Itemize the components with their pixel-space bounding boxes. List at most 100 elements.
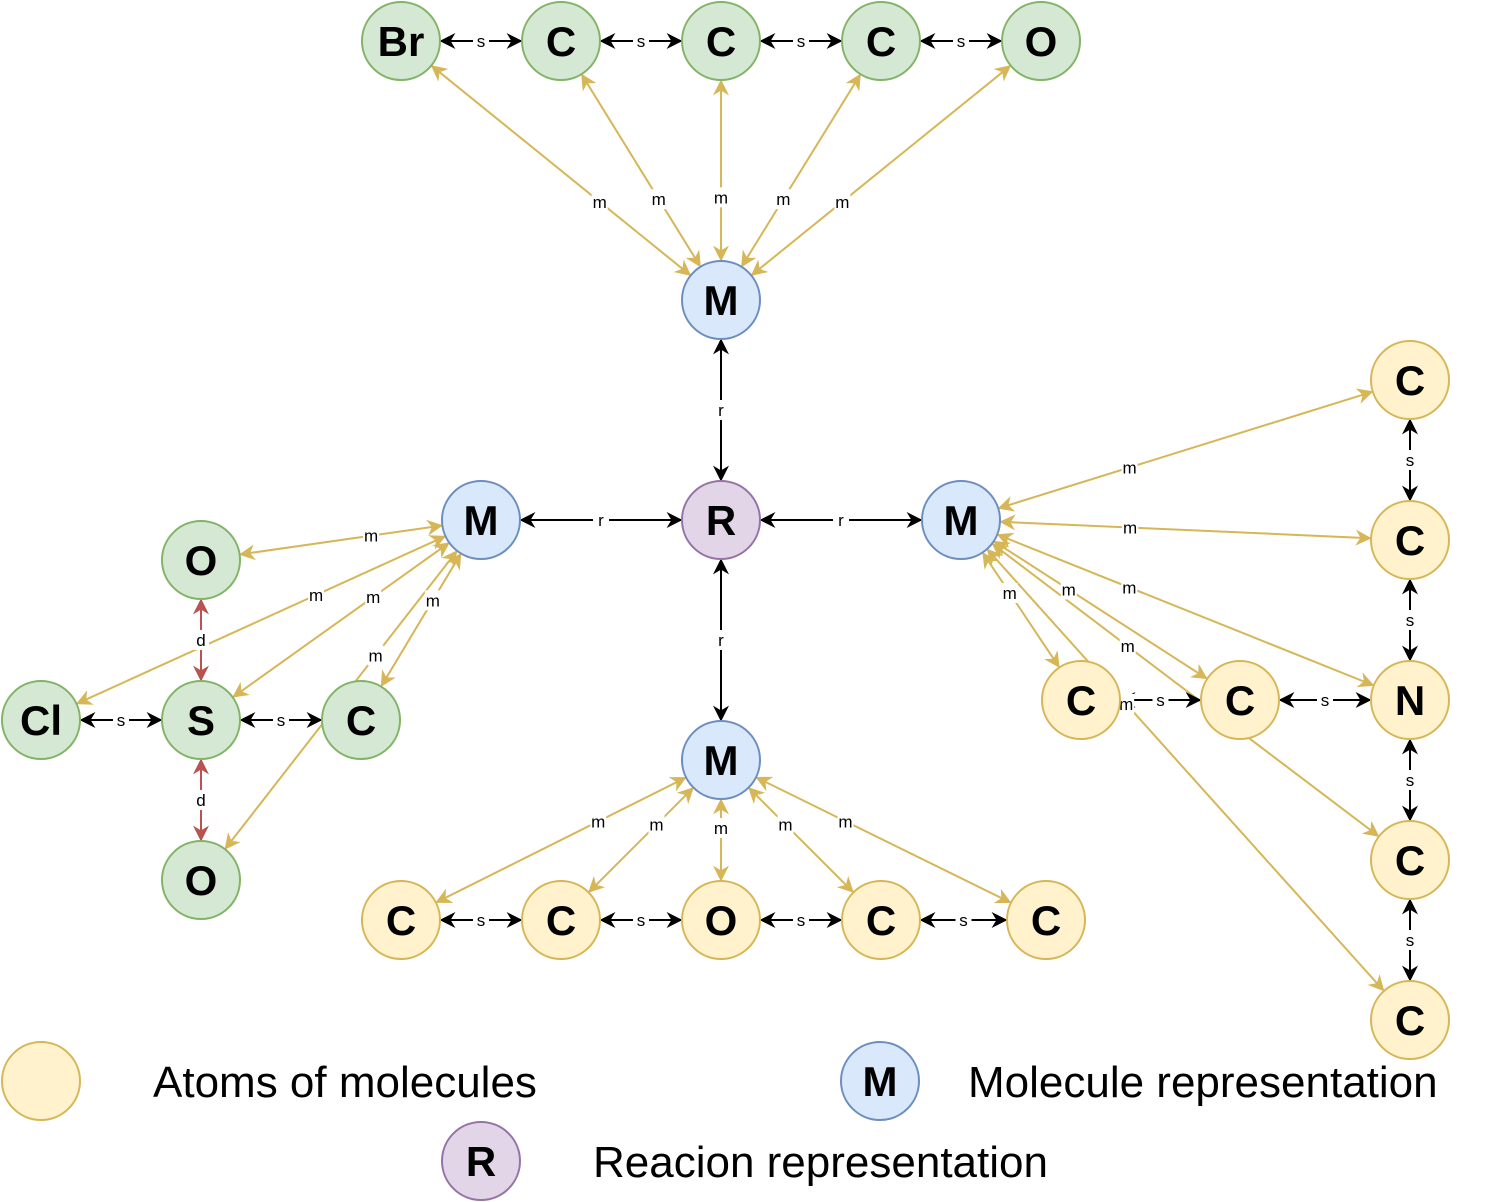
node-circle — [521, 1, 601, 81]
edge-label-bg — [591, 191, 608, 212]
legend-molecule-text: Molecule representation — [968, 1058, 1438, 1107]
node-label: C — [706, 18, 736, 65]
edge-label-bg — [650, 189, 667, 210]
edge-label-bg — [1152, 690, 1169, 710]
edge-label-bg — [793, 910, 809, 930]
edge-label-bg — [633, 910, 649, 930]
edge-label-s: s — [1406, 771, 1415, 790]
node-top_c2: C — [681, 1, 761, 81]
edge-label-bg — [193, 790, 209, 810]
edge-m-m_bottom-b_c3 — [748, 787, 854, 893]
edge-label-s: s — [797, 32, 806, 51]
node-r_c3: C — [1041, 660, 1121, 740]
node-top_c1: C — [521, 1, 601, 81]
node-circle — [521, 880, 601, 960]
edge-label-m: m — [1119, 695, 1133, 714]
edge-m-m_top-top_c3 — [741, 73, 861, 268]
edge-label-bg — [424, 590, 441, 611]
edge-label-bg — [273, 710, 289, 730]
edge-label-s: s — [637, 32, 646, 51]
node-label: C — [1066, 677, 1096, 724]
node-circle — [1370, 980, 1450, 1060]
edge-label-m: m — [1003, 584, 1017, 603]
node-r_n: N — [1370, 660, 1450, 740]
legend-reaction-symbol: R — [466, 1138, 496, 1185]
node-circle — [321, 680, 401, 760]
edge-label-m: m — [1123, 519, 1137, 538]
edge-label-d: d — [196, 631, 205, 650]
edge-label-bg — [367, 645, 384, 666]
edge-label-bg — [1060, 579, 1077, 600]
node-m_top: M — [681, 260, 761, 340]
edge-label-bg — [308, 584, 325, 605]
edge-m-m_right-r_n — [996, 532, 1375, 688]
edge-label-bg — [1317, 690, 1333, 710]
edge-label-m: m — [649, 815, 663, 834]
node-circle — [681, 260, 761, 340]
node-label: C — [546, 897, 576, 944]
node-b_c2: C — [521, 880, 601, 960]
edge-label-bg — [837, 811, 854, 832]
node-label: Br — [378, 18, 425, 65]
edge-label-m: m — [1121, 637, 1135, 656]
node-circle — [1, 680, 81, 760]
node-r_center: R — [681, 480, 761, 560]
node-circle — [1200, 660, 1280, 740]
node-label: N — [1395, 677, 1425, 724]
edge-label-bg — [590, 811, 607, 832]
legend-reaction-swatch — [441, 1121, 521, 1201]
node-l_c: C — [321, 680, 401, 760]
edge-label-m: m — [714, 188, 728, 207]
node-r_c4: C — [1200, 660, 1280, 740]
node-circle — [681, 880, 761, 960]
node-label: M — [464, 497, 499, 544]
edge-label-m: m — [309, 586, 323, 605]
node-circle — [841, 880, 921, 960]
edge-label-s: s — [117, 711, 126, 730]
edge-labels-layer: s s s s m m m m m r r r r m m m m m s s d d m m m m m s s s s m m m m m m m s s… — [113, 31, 1418, 950]
edge-label-bg — [793, 31, 809, 51]
edge-label-bg — [834, 191, 851, 212]
node-l_cl: Cl — [1, 680, 81, 760]
edge-label-m: m — [838, 812, 852, 831]
node-label: C — [1395, 997, 1425, 1044]
legend-atoms-text: Atoms of molecules — [153, 1058, 537, 1107]
edge-m-m_right-r_c4 — [993, 540, 1208, 680]
node-label: R — [706, 497, 736, 544]
edge-label-bg — [1121, 457, 1138, 478]
edge-m-m_top-top_c1 — [581, 73, 701, 268]
node-circle — [681, 480, 761, 560]
edge-label-bg — [833, 510, 849, 530]
edge-label-m: m — [593, 193, 607, 212]
edge-label-s: s — [1406, 931, 1415, 950]
edge-label-s: s — [1406, 611, 1415, 630]
node-label: O — [705, 897, 738, 944]
node-top_br: Br — [361, 1, 441, 81]
node-label: M — [704, 737, 739, 784]
edge-m-m_right-r_c6 — [986, 548, 1385, 992]
node-circle — [681, 720, 761, 800]
edge-m-m_bottom-b_c4 — [755, 776, 1012, 904]
node-label: C — [346, 697, 376, 744]
node-top_c3: C — [841, 1, 921, 81]
edge-label-r: r — [718, 401, 724, 420]
edge-label-s: s — [477, 911, 486, 930]
node-label: S — [187, 697, 215, 744]
node-circle — [441, 480, 521, 560]
edge-label-r: r — [598, 511, 604, 530]
edge-m-m_left-l_c — [380, 552, 462, 688]
node-circle — [1041, 660, 1121, 740]
edge-label-s: s — [797, 911, 806, 930]
edge-label-s: s — [1321, 691, 1330, 710]
node-b_o: O — [681, 880, 761, 960]
node-label: C — [1395, 517, 1425, 564]
edge-label-bg — [593, 510, 609, 530]
node-circle — [681, 1, 761, 81]
node-circle — [161, 680, 241, 760]
edge-label-s: s — [637, 911, 646, 930]
edge-label-bg — [955, 910, 972, 930]
node-circle — [921, 480, 1001, 560]
node-label: C — [866, 18, 896, 65]
edge-label-bg — [1118, 693, 1135, 714]
